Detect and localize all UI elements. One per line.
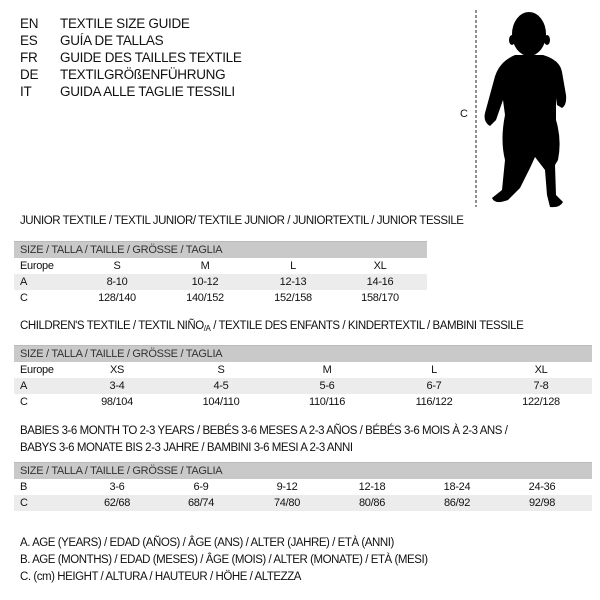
table-header: SIZE / TALLA / TAILLE / GRÖSSE / TAGLIA xyxy=(14,345,592,362)
row-label: C xyxy=(20,396,28,408)
table-cell: 110/116 xyxy=(308,396,346,408)
table-cell: 104/110 xyxy=(202,396,240,408)
table-cell: 12-13 xyxy=(279,276,307,288)
table-cell: S xyxy=(217,364,225,376)
height-label: C xyxy=(460,108,468,120)
table-row: C 62/68 68/74 74/80 80/86 86/92 92/98 xyxy=(14,495,592,511)
table-cell: L xyxy=(290,260,296,272)
lang-code: ES xyxy=(20,33,38,48)
title-text: CHILDREN'S TEXTILE / TEXTIL NIÑO xyxy=(20,320,204,332)
body xyxy=(484,55,567,208)
babies-size-table: SIZE / TALLA / TAILLE / GRÖSSE / TAGLIA … xyxy=(14,462,592,511)
table-cell: 3-6 xyxy=(109,481,125,493)
table-cell: 10-12 xyxy=(191,276,219,288)
table-cell: 128/140 xyxy=(98,292,136,304)
table-row: B 3-6 6-9 9-12 12-18 18-24 24-36 xyxy=(14,479,592,495)
table-cell: 18-24 xyxy=(443,481,471,493)
table-cell: 5-6 xyxy=(319,380,335,392)
lang-title: GUIDA ALLE TAGLIE TESSILI xyxy=(60,84,235,99)
table-cell: XS xyxy=(109,364,125,376)
table-row: Europe S M L XL xyxy=(14,258,427,274)
table-cell: S xyxy=(113,260,121,272)
lang-code: DE xyxy=(20,67,39,82)
row-label: C xyxy=(20,292,28,304)
table-cell: 86/92 xyxy=(443,497,471,509)
lang-title: TEXTILE SIZE GUIDE xyxy=(60,16,190,31)
table-cell: 74/80 xyxy=(273,497,301,509)
table-cell: 12-18 xyxy=(358,481,386,493)
row-label: A xyxy=(20,276,28,288)
lang-code: EN xyxy=(20,16,39,31)
table-row: Europe XS S M L XL xyxy=(14,362,592,378)
table-row: C 128/140 140/152 152/158 158/170 xyxy=(14,290,427,306)
table-cell: 140/152 xyxy=(186,292,224,304)
table-cell: 6-7 xyxy=(426,380,442,392)
table-cell: 14-16 xyxy=(366,276,394,288)
table-header: SIZE / TALLA / TAILLE / GRÖSSE / TAGLIA xyxy=(14,462,592,479)
row-label: B xyxy=(20,481,28,493)
lang-title: GUIDE DES TAILLES TEXTILE xyxy=(60,50,242,65)
table-cell: 80/86 xyxy=(358,497,386,509)
table-cell: 92/98 xyxy=(528,497,556,509)
table-cell: 98/104 xyxy=(101,396,133,408)
title-text: / TEXTILE DES ENFANTS / KINDERTEXTIL / B… xyxy=(210,320,524,332)
lang-title: TEXTILGRÖßENFÜHRUNG xyxy=(60,67,226,82)
table-row: A 8-10 10-12 12-13 14-16 xyxy=(14,274,427,290)
table-cell: 8-10 xyxy=(106,276,128,288)
table-row: C 98/104 104/110 110/116 116/122 122/128 xyxy=(14,394,592,410)
legend-c: C. (cm) HEIGHT / ALTURA / HAUTEUR / HÖHE… xyxy=(20,571,302,583)
table-cell: L xyxy=(431,364,437,376)
table-cell: 4-5 xyxy=(213,380,229,392)
table-row: A 3-4 4-5 5-6 6-7 7-8 xyxy=(14,378,592,394)
table-cell: 158/170 xyxy=(361,292,399,304)
table-cell: M xyxy=(200,260,210,272)
title-subscript: /A xyxy=(203,324,211,333)
table-cell: 68/74 xyxy=(187,497,215,509)
lang-title: GUÍA DE TALLAS xyxy=(60,33,164,48)
head xyxy=(512,12,546,56)
babies-section-title-line2: BABYS 3-6 MONATE BIS 2-3 JAHRE / BAMBINI… xyxy=(20,442,353,454)
junior-section-title: JUNIOR TEXTILE / TEXTIL JUNIOR/ TEXTILE … xyxy=(20,215,464,227)
row-label: A xyxy=(20,380,28,392)
table-cell: 62/68 xyxy=(103,497,131,509)
table-cell: 7-8 xyxy=(533,380,549,392)
legend-b: B. AGE (MONTHS) / EDAD (MESES) / ÂGE (MO… xyxy=(20,554,428,566)
child-silhouette-icon xyxy=(475,10,567,208)
table-cell: XL xyxy=(534,364,548,376)
table-cell: 6-9 xyxy=(193,481,209,493)
lang-code: IT xyxy=(20,84,32,99)
junior-size-table: SIZE / TALLA / TAILLE / GRÖSSE / TAGLIA … xyxy=(14,241,427,306)
row-label: Europe xyxy=(20,364,54,376)
row-label: C xyxy=(20,497,28,509)
table-cell: 9-12 xyxy=(276,481,298,493)
table-cell: 152/158 xyxy=(274,292,312,304)
table-cell: XL xyxy=(373,260,387,272)
children-section-title: CHILDREN'S TEXTILE / TEXTIL NIÑO/A / TEX… xyxy=(20,320,524,333)
table-header: SIZE / TALLA / TAILLE / GRÖSSE / TAGLIA xyxy=(14,241,427,258)
table-cell: 3-4 xyxy=(109,380,125,392)
lang-code: FR xyxy=(20,50,38,65)
table-cell: 24-36 xyxy=(528,481,556,493)
legend-a: A. AGE (YEARS) / EDAD (AÑOS) / ÂGE (ANS)… xyxy=(20,537,394,549)
table-cell: 116/122 xyxy=(415,396,453,408)
table-cell: 122/128 xyxy=(522,396,560,408)
table-cell: M xyxy=(322,364,332,376)
children-size-table: SIZE / TALLA / TAILLE / GRÖSSE / TAGLIA … xyxy=(14,345,592,410)
babies-section-title-line1: BABIES 3-6 MONTH TO 2-3 YEARS / BEBÉS 3-… xyxy=(20,425,508,437)
row-label: Europe xyxy=(20,260,54,272)
